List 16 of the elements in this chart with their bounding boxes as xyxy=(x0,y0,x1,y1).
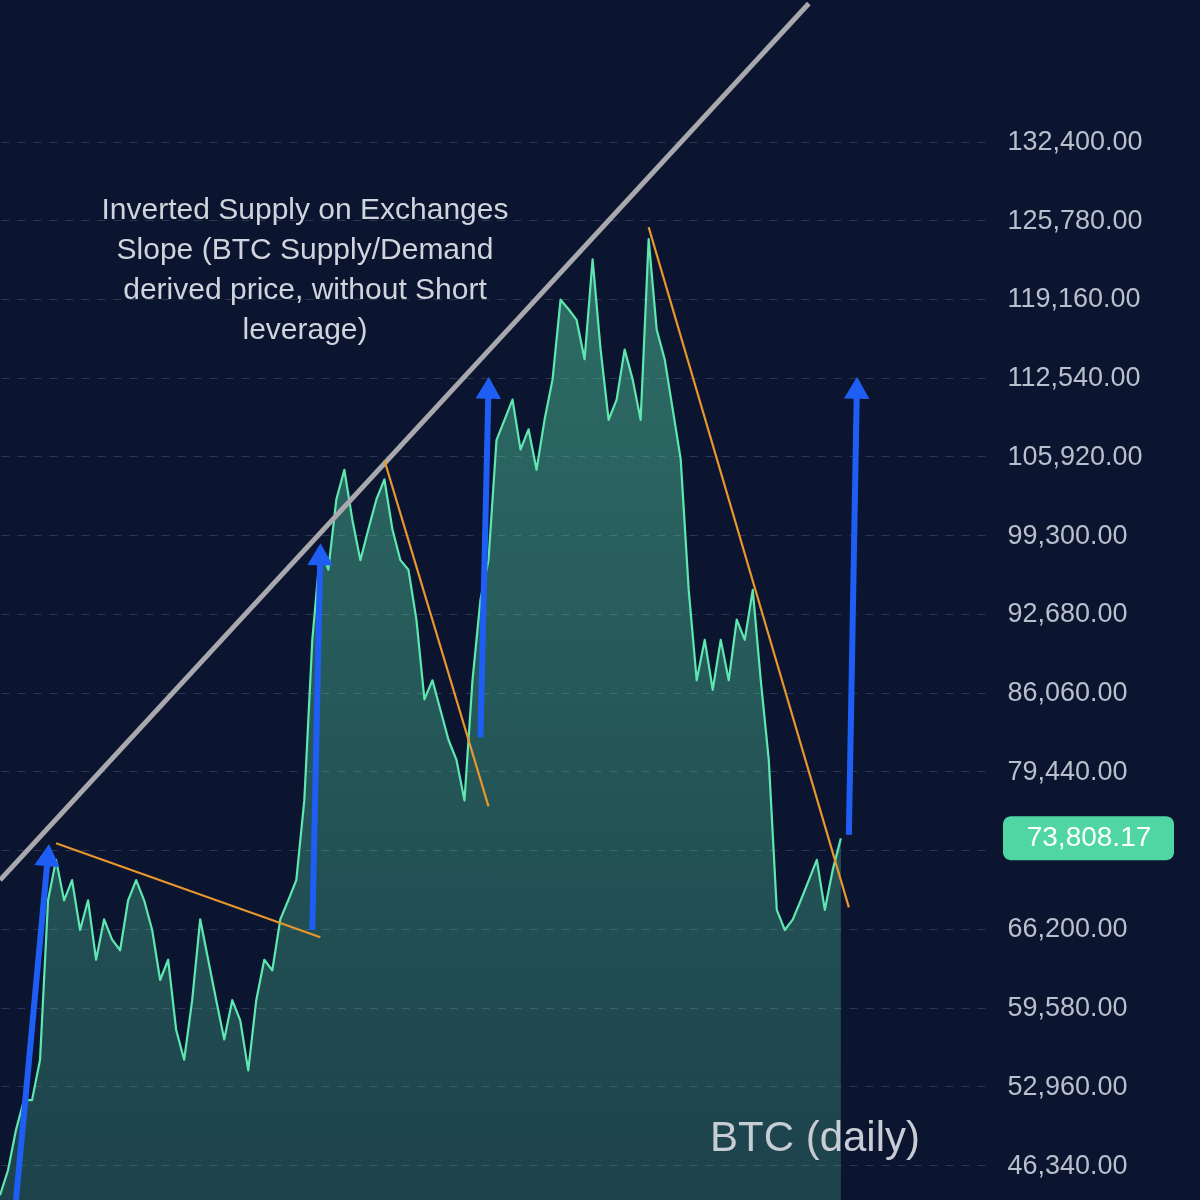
annotation: BTC (daily) xyxy=(709,1113,921,1160)
y-tick-label: 112,540.00 xyxy=(1007,362,1141,393)
y-tick-label: 86,060.00 xyxy=(1007,677,1128,708)
annotation: Inverted Supply on Exchanges Slope (BTC Supply/Demand derived price, without Short leverage) xyxy=(101,192,509,345)
y-tick-label: 59,580.00 xyxy=(1007,992,1128,1023)
y-tick-label: 132,400.00 xyxy=(1007,126,1143,157)
y-tick-label: 66,200.00 xyxy=(1007,913,1128,944)
y-tick-label: 52,960.00 xyxy=(1007,1070,1128,1101)
y-tick-label: 119,160.00 xyxy=(1007,283,1141,314)
y-tick-label: 92,680.00 xyxy=(1007,598,1128,629)
y-tick-label: 79,440.00 xyxy=(1007,755,1128,786)
y-tick-label: 105,920.00 xyxy=(1007,440,1143,471)
y-tick-label: 125,780.00 xyxy=(1007,204,1143,235)
y-tick-label: 99,300.00 xyxy=(1007,519,1128,550)
y-tick-label: 46,340.00 xyxy=(1007,1149,1128,1180)
text: 73,808.17 xyxy=(1026,821,1152,853)
